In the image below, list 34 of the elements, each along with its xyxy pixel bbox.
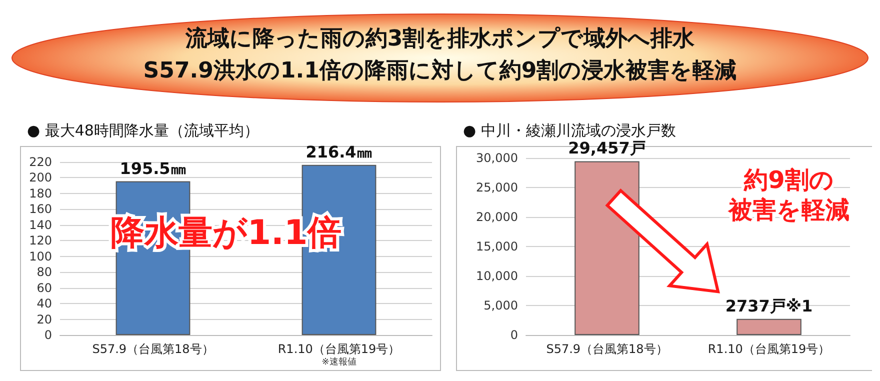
y-tick-label: 0: [44, 328, 52, 342]
y-tick-label: 40: [36, 296, 52, 311]
y-tick-label: 10,000: [476, 269, 518, 283]
text: 流域に降った雨の約3割を排水ポンプで域外へ排水: [184, 26, 696, 52]
y-tick-label: 0: [510, 328, 518, 342]
data-label: 2737戸※1: [725, 296, 813, 316]
chart-title: ● 中川・綾瀬川流域の浸水戸数: [463, 122, 676, 140]
y-tick-label: 220: [29, 155, 52, 169]
chart-title: ● 最大48時間降水量（流域平均）: [27, 122, 259, 140]
y-tick-label: 5,000: [484, 298, 518, 312]
x-tick-label: R1.10（台風第19号）: [708, 342, 830, 356]
y-tick-label: 180: [29, 186, 52, 200]
text: S57.9洪水の1.1倍の降雨に対して約9割の浸水被害を軽減: [143, 58, 737, 84]
x-tick-label: S57.9（台風第18号）: [546, 342, 668, 356]
annotation: 約9割の: [743, 166, 834, 194]
y-tick-label: 25,000: [476, 180, 518, 194]
y-tick-label: 120: [29, 234, 52, 248]
y-tick-label: 60: [36, 280, 52, 295]
text: ※速報値: [322, 356, 356, 368]
y-tick-label: 30,000: [476, 151, 518, 165]
data-label: 29,457戸: [568, 138, 646, 158]
x-tick-label: S57.9（台風第18号）: [92, 342, 214, 356]
y-tick-label: 20: [36, 312, 52, 326]
y-tick-label: 15,000: [476, 240, 518, 254]
y-tick-label: 80: [36, 265, 52, 280]
data-label: 195.5㎜: [120, 158, 186, 178]
x-tick-label: R1.10（台風第19号）: [278, 342, 400, 356]
y-tick-label: 200: [29, 170, 52, 185]
y-tick-label: 100: [29, 249, 52, 264]
y-tick-label: 140: [29, 218, 52, 232]
annotation: 被害を軽減: [728, 196, 850, 224]
y-tick-label: 160: [29, 202, 52, 216]
data-label: 216.4㎜: [306, 142, 372, 162]
y-tick-label: 20,000: [476, 210, 518, 224]
